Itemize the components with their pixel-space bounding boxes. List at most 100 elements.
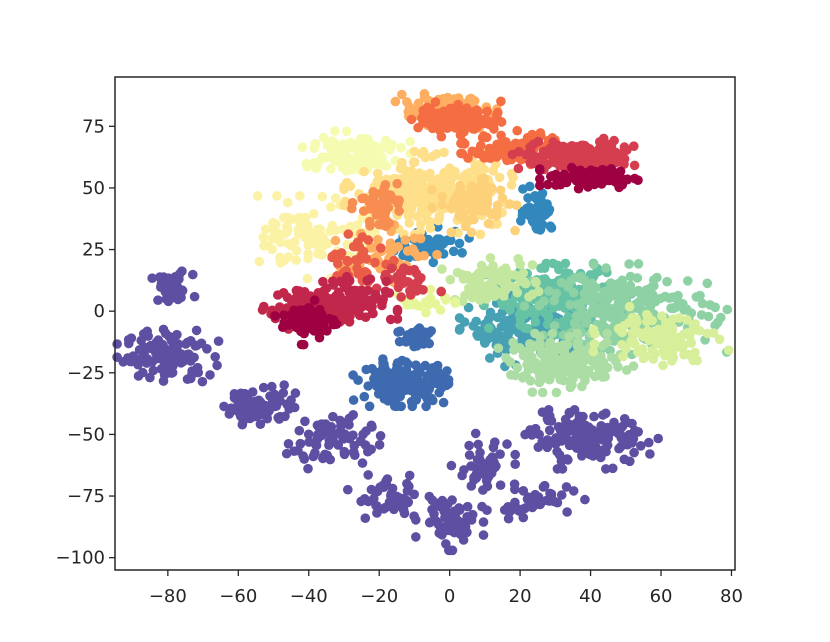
data-point bbox=[401, 383, 412, 394]
data-point bbox=[645, 449, 655, 459]
data-point bbox=[437, 191, 448, 202]
data-point bbox=[559, 169, 569, 180]
data-point bbox=[576, 418, 587, 428]
data-point bbox=[594, 364, 604, 374]
data-point bbox=[462, 501, 473, 512]
data-point bbox=[503, 513, 514, 524]
data-point bbox=[629, 447, 639, 458]
data-point bbox=[573, 183, 584, 194]
data-point bbox=[257, 305, 268, 315]
cluster-33 bbox=[535, 162, 643, 194]
data-point bbox=[386, 489, 397, 499]
data-point bbox=[283, 197, 293, 208]
data-point bbox=[385, 374, 396, 384]
data-point bbox=[462, 512, 472, 522]
data-point bbox=[481, 288, 491, 298]
data-point bbox=[468, 183, 479, 194]
data-point bbox=[501, 353, 511, 363]
data-point bbox=[556, 277, 567, 288]
data-point bbox=[455, 323, 465, 334]
data-point bbox=[348, 395, 359, 405]
data-point bbox=[602, 362, 613, 373]
data-point bbox=[621, 417, 632, 428]
data-point bbox=[403, 169, 414, 179]
data-point bbox=[145, 372, 155, 383]
data-point bbox=[385, 314, 396, 325]
data-point bbox=[385, 247, 396, 257]
data-point bbox=[344, 296, 355, 306]
data-point bbox=[314, 225, 324, 236]
data-point bbox=[440, 167, 450, 178]
data-point bbox=[590, 371, 600, 382]
data-point bbox=[475, 229, 486, 240]
cluster-19 bbox=[393, 284, 461, 318]
data-point bbox=[321, 283, 332, 294]
data-point bbox=[619, 454, 630, 465]
data-point bbox=[569, 405, 580, 415]
data-point bbox=[625, 271, 636, 282]
x-tick-label: 20 bbox=[509, 586, 532, 607]
data-point bbox=[668, 303, 679, 314]
data-point bbox=[289, 402, 300, 413]
data-point bbox=[305, 237, 316, 247]
data-point bbox=[464, 283, 474, 294]
data-point bbox=[396, 142, 406, 153]
data-point bbox=[509, 345, 519, 355]
data-point bbox=[556, 490, 567, 500]
data-point bbox=[381, 367, 392, 377]
points-layer bbox=[112, 89, 734, 556]
data-point bbox=[551, 169, 561, 180]
data-point bbox=[662, 330, 673, 340]
data-point bbox=[535, 223, 546, 234]
data-point bbox=[530, 328, 540, 339]
data-point bbox=[513, 253, 523, 264]
data-point bbox=[597, 341, 608, 351]
data-point bbox=[483, 314, 494, 325]
data-point bbox=[258, 382, 269, 393]
data-point bbox=[409, 146, 420, 157]
data-point bbox=[518, 268, 528, 279]
data-point bbox=[649, 327, 659, 338]
data-point bbox=[525, 142, 535, 152]
data-point bbox=[527, 129, 537, 140]
data-point bbox=[655, 293, 666, 304]
data-point bbox=[553, 140, 563, 151]
data-point bbox=[581, 318, 591, 328]
x-tick-label: 80 bbox=[720, 586, 743, 607]
data-point bbox=[419, 188, 429, 199]
data-point bbox=[653, 433, 663, 444]
data-point bbox=[267, 381, 277, 392]
data-point bbox=[496, 96, 506, 107]
data-point bbox=[523, 323, 533, 334]
data-point bbox=[359, 391, 370, 402]
data-point bbox=[291, 255, 301, 265]
data-point bbox=[427, 374, 438, 384]
data-point bbox=[464, 450, 475, 460]
data-point bbox=[482, 505, 492, 515]
data-point bbox=[582, 155, 593, 165]
data-point bbox=[445, 274, 456, 285]
data-point bbox=[510, 282, 520, 293]
data-point bbox=[507, 298, 518, 308]
data-point bbox=[353, 157, 363, 167]
data-point bbox=[381, 276, 392, 287]
data-point bbox=[202, 344, 212, 354]
data-point bbox=[575, 302, 586, 313]
data-point bbox=[311, 163, 322, 173]
data-point bbox=[425, 216, 435, 227]
data-point bbox=[283, 252, 294, 262]
data-point bbox=[383, 396, 393, 406]
data-point bbox=[485, 353, 495, 363]
data-point bbox=[562, 507, 572, 517]
data-point bbox=[436, 286, 447, 297]
data-point bbox=[359, 166, 369, 177]
data-point bbox=[523, 357, 534, 368]
data-point bbox=[358, 290, 369, 301]
data-point bbox=[272, 191, 282, 201]
data-point bbox=[549, 496, 559, 507]
data-point bbox=[438, 397, 449, 408]
data-point bbox=[309, 295, 320, 306]
data-point bbox=[346, 431, 356, 442]
